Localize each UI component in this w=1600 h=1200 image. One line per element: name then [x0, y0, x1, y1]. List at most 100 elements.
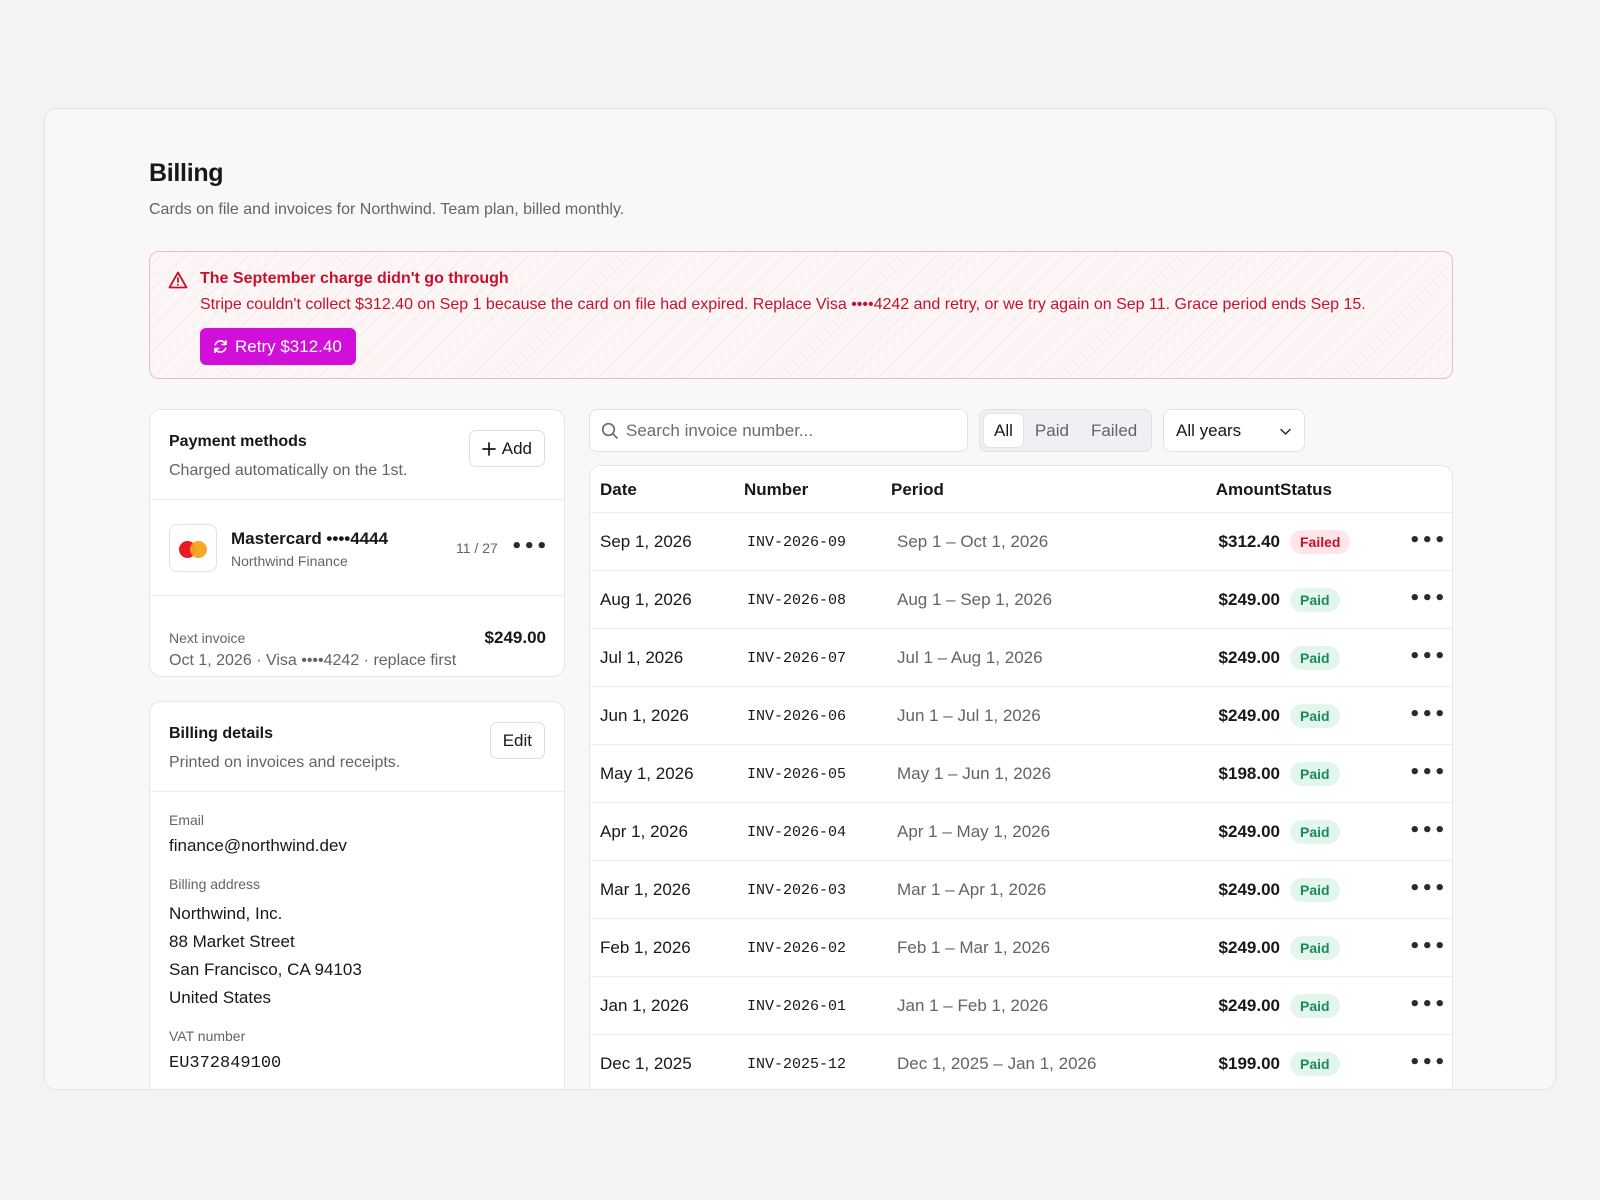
- invoice-number: INV-2025-12: [747, 1056, 847, 1073]
- table-row[interactable]: Apr 1, 2026 INV-2026-04 Apr 1 – May 1, 2…: [590, 803, 1452, 861]
- invoice-period: Dec 1, 2025 – Jan 1, 2026: [897, 1054, 1097, 1073]
- alert-body: Stripe couldn't collect $312.40 on Sep 1…: [200, 296, 1366, 313]
- invoice-amount: $199.00: [1218, 1054, 1280, 1073]
- invoice-date: Feb 1, 2026: [600, 938, 691, 957]
- invoice-number: INV-2026-09: [747, 534, 847, 551]
- table-row[interactable]: Jan 1, 2026 INV-2026-01 Jan 1 – Feb 1, 2…: [590, 977, 1452, 1035]
- search-input[interactable]: [626, 410, 956, 451]
- table-row[interactable]: Dec 1, 2025 INV-2025-12 Dec 1, 2025 – Ja…: [590, 1035, 1452, 1089]
- invoice-status: Paid: [1290, 704, 1340, 728]
- row-more-icon[interactable]: •••: [1409, 820, 1447, 841]
- search-icon: [601, 422, 618, 439]
- billing-details-header: Billing details Printed on invoices and …: [150, 702, 564, 792]
- status-badge: Paid: [1290, 704, 1340, 728]
- card-expiry: 11 / 27: [456, 540, 498, 556]
- year-select-value: All years: [1176, 420, 1242, 440]
- table-row[interactable]: Sep 1, 2026 INV-2026-09 Sep 1 – Oct 1, 2…: [590, 513, 1452, 571]
- invoice-amount: $249.00: [1218, 706, 1280, 725]
- row-more-icon[interactable]: •••: [1409, 530, 1447, 551]
- invoice-date: Apr 1, 2026: [600, 822, 688, 841]
- invoice-amount: $249.00: [1218, 822, 1280, 841]
- row-more-icon[interactable]: •••: [1409, 762, 1447, 783]
- invoice-period: May 1 – Jun 1, 2026: [897, 764, 1052, 783]
- table-row[interactable]: May 1, 2026 INV-2026-05 May 1 – Jun 1, 2…: [590, 745, 1452, 803]
- invoice-date: Dec 1, 2025: [600, 1054, 692, 1073]
- invoice-period: Feb 1 – Mar 1, 2026: [897, 938, 1051, 957]
- year-select[interactable]: All years: [1163, 409, 1305, 452]
- address-line: Northwind, Inc.: [169, 904, 283, 923]
- address-line: San Francisco, CA 94103: [169, 960, 362, 979]
- invoice-date: Sep 1, 2026: [600, 532, 692, 551]
- status-badge: Paid: [1290, 820, 1340, 844]
- invoice-status: Paid: [1290, 588, 1340, 612]
- row-more-icon[interactable]: •••: [1409, 704, 1447, 725]
- billing-window: Billing Cards on file and invoices for N…: [44, 108, 1556, 1090]
- table-row[interactable]: Jul 1, 2026 INV-2026-07 Jul 1 – Aug 1, 2…: [590, 629, 1452, 687]
- column-date: Date: [600, 480, 637, 499]
- invoice-status: Paid: [1290, 936, 1340, 960]
- status-badge: Paid: [1290, 762, 1340, 786]
- alert-title: The September charge didn't go through: [200, 270, 509, 287]
- table-row[interactable]: Feb 1, 2026 INV-2026-02 Feb 1 – Mar 1, 2…: [590, 919, 1452, 977]
- retry-payment-button[interactable]: Retry $312.40: [200, 328, 356, 365]
- column-status: Status: [1280, 480, 1332, 499]
- table-row[interactable]: Mar 1, 2026 INV-2026-03 Mar 1 – Apr 1, 2…: [590, 861, 1452, 919]
- card-holder: Northwind Finance: [231, 553, 348, 569]
- invoice-amount: $249.00: [1218, 880, 1280, 899]
- invoice-number: INV-2026-02: [747, 940, 847, 957]
- invoice-status: Paid: [1290, 994, 1340, 1018]
- invoice-period: Jul 1 – Aug 1, 2026: [897, 648, 1043, 667]
- invoice-status: Paid: [1290, 762, 1340, 786]
- add-payment-method-button[interactable]: Add: [468, 430, 545, 467]
- table-row[interactable]: Aug 1, 2026 INV-2026-08 Aug 1 – Sep 1, 2…: [590, 571, 1452, 629]
- invoice-date: Jun 1, 2026: [600, 706, 689, 725]
- row-more-icon[interactable]: •••: [1409, 936, 1447, 957]
- warning-triangle-icon: [168, 271, 188, 289]
- filter-all[interactable]: All: [984, 414, 1023, 447]
- invoice-amount: $249.00: [1218, 996, 1280, 1015]
- invoice-status: Paid: [1290, 878, 1340, 902]
- refresh-icon: [214, 339, 227, 354]
- invoice-period: Sep 1 – Oct 1, 2026: [897, 532, 1049, 551]
- edit-billing-details-button[interactable]: Edit: [489, 722, 545, 759]
- filter-failed[interactable]: Failed: [1081, 414, 1147, 447]
- retry-label: Retry $312.40: [235, 336, 342, 356]
- payment-methods-subtitle: Charged automatically on the 1st.: [169, 462, 408, 479]
- invoice-number: INV-2026-03: [747, 882, 847, 899]
- row-more-icon[interactable]: •••: [1409, 646, 1447, 667]
- payment-methods-header: Payment methods Charged automatically on…: [150, 410, 564, 500]
- invoice-amount: $249.00: [1218, 648, 1280, 667]
- email-label: Email: [169, 812, 205, 828]
- invoice-number: INV-2026-07: [747, 650, 847, 667]
- invoice-period: Jan 1 – Feb 1, 2026: [897, 996, 1049, 1015]
- column-number: Number: [744, 480, 809, 499]
- filter-paid[interactable]: Paid: [1025, 414, 1079, 447]
- status-filter: All Paid Failed: [979, 409, 1153, 452]
- page-subtitle: Cards on file and invoices for Northwind…: [149, 201, 625, 218]
- next-invoice-amount: $249.00: [484, 628, 546, 647]
- row-more-icon[interactable]: •••: [1409, 1052, 1447, 1073]
- invoice-amount: $198.00: [1218, 764, 1280, 783]
- invoice-period: Jun 1 – Jul 1, 2026: [897, 706, 1041, 725]
- invoice-period: Aug 1 – Sep 1, 2026: [897, 590, 1053, 609]
- billing-address-label: Billing address: [169, 876, 261, 892]
- invoice-number: INV-2026-04: [747, 824, 847, 841]
- invoice-table: Date Number Period Amount Status Sep 1, …: [589, 465, 1453, 1089]
- invoice-amount: $312.40: [1218, 532, 1280, 551]
- next-invoice-label: Next invoice: [169, 630, 246, 646]
- invoice-amount: $249.00: [1218, 938, 1280, 957]
- payment-methods-card: Payment methods Charged automatically on…: [149, 409, 565, 677]
- table-row[interactable]: Jun 1, 2026 INV-2026-06 Jun 1 – Jul 1, 2…: [590, 687, 1452, 745]
- billing-details-card: Billing details Printed on invoices and …: [149, 701, 565, 1089]
- row-more-icon[interactable]: •••: [1409, 994, 1447, 1015]
- card-more-icon[interactable]: •••: [511, 536, 549, 557]
- invoice-date: Jan 1, 2026: [600, 996, 689, 1015]
- row-more-icon[interactable]: •••: [1409, 878, 1447, 899]
- column-amount: Amount: [1215, 480, 1280, 499]
- row-more-icon[interactable]: •••: [1409, 588, 1447, 609]
- table-header: Date Number Period Amount Status: [590, 466, 1452, 513]
- invoice-amount: $249.00: [1218, 590, 1280, 609]
- payment-method-row: Mastercard ••••4444 Northwind Finance 11…: [150, 500, 564, 596]
- add-label: Add: [501, 438, 532, 458]
- billing-details-subtitle: Printed on invoices and receipts.: [169, 754, 401, 771]
